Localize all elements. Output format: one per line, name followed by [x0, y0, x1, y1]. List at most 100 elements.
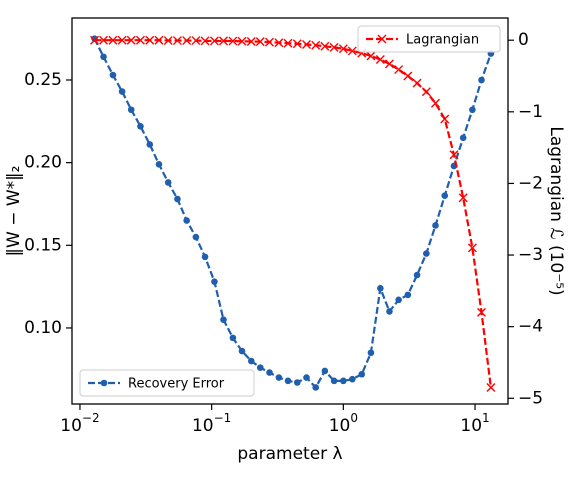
x-tick-exponent: 0	[350, 411, 358, 425]
marker	[265, 37, 274, 47]
x-tick-label: 10−1	[192, 411, 231, 437]
y2-axis-label: Lagrangian ℒ (10⁻⁵)	[546, 126, 566, 295]
marker	[403, 71, 413, 81]
marker	[99, 35, 109, 45]
marker	[275, 374, 283, 381]
marker	[441, 192, 449, 200]
marker	[127, 106, 135, 114]
marker	[154, 35, 164, 45]
marker	[395, 296, 402, 304]
marker	[366, 51, 376, 61]
marker	[423, 250, 430, 257]
marker	[431, 98, 440, 108]
marker	[293, 379, 301, 386]
x-tick-base: 10	[460, 416, 482, 436]
marker	[459, 134, 467, 142]
marker	[329, 42, 339, 52]
marker	[386, 308, 393, 315]
marker	[440, 114, 450, 124]
marker	[117, 35, 127, 45]
y2-tick-label: −5	[518, 388, 543, 408]
marker	[469, 106, 476, 114]
marker	[172, 36, 182, 46]
legend-box	[357, 25, 501, 53]
marker	[146, 141, 154, 148]
x-tick-base: 10	[60, 416, 82, 436]
marker	[311, 40, 321, 50]
marker	[358, 370, 366, 378]
marker	[320, 41, 330, 51]
marker	[486, 383, 496, 393]
marker	[292, 39, 302, 49]
marker	[247, 357, 255, 365]
legend-label: Recovery Error	[128, 377, 225, 392]
marker	[183, 217, 190, 224]
x-tick-base: 10	[329, 416, 351, 436]
marker	[330, 377, 338, 385]
marker	[340, 377, 347, 385]
marker	[347, 46, 357, 56]
x-axis-label: parameter λ	[237, 444, 342, 464]
marker	[137, 122, 144, 130]
x-tick-label: 101	[460, 411, 489, 437]
marker	[321, 367, 329, 375]
series-line	[94, 39, 492, 388]
marker	[108, 35, 118, 45]
marker	[209, 36, 219, 46]
marker	[246, 36, 256, 46]
marker	[135, 35, 145, 45]
marker	[218, 36, 228, 46]
marker	[375, 55, 385, 65]
marker	[377, 284, 384, 292]
marker	[191, 36, 201, 46]
marker	[237, 36, 247, 46]
x-tick-exponent: −2	[82, 411, 100, 425]
marker	[412, 78, 422, 88]
marker	[477, 307, 486, 317]
marker	[432, 222, 439, 229]
x-tick-exponent: 1	[482, 411, 490, 425]
marker	[256, 364, 264, 371]
marker	[192, 233, 200, 241]
legend-marker	[100, 379, 108, 387]
x-tick-label: 10−2	[60, 411, 99, 437]
marker	[201, 253, 209, 261]
legend-label: Lagrangian	[406, 33, 479, 48]
x-tick-exponent: −1	[214, 411, 232, 425]
marker	[200, 36, 210, 46]
marker	[182, 36, 192, 46]
marker	[174, 195, 181, 203]
y2-tick-label: −4	[518, 317, 543, 337]
y-tick-label: 0.20	[24, 153, 62, 173]
marker	[229, 334, 237, 342]
marker	[90, 35, 100, 45]
marker	[338, 44, 348, 54]
marker	[384, 59, 394, 69]
marker	[238, 347, 246, 355]
marker	[478, 76, 485, 84]
y-tick-label: 0.25	[24, 70, 62, 90]
marker	[467, 243, 477, 253]
marker	[155, 160, 163, 168]
marker	[163, 36, 173, 46]
x-tick-label: 100	[329, 411, 358, 437]
marker	[303, 374, 310, 381]
series-line	[93, 38, 492, 390]
marker	[211, 278, 218, 285]
y2-tick-label: −3	[518, 245, 543, 265]
marker	[100, 53, 107, 61]
y-tick-label: 0.15	[24, 235, 62, 255]
marker	[413, 271, 421, 279]
marker	[312, 384, 320, 391]
marker	[284, 377, 292, 385]
marker	[449, 150, 459, 160]
y2-tick-label: −2	[518, 173, 543, 193]
marker	[301, 40, 311, 49]
marker	[394, 65, 404, 75]
marker	[228, 36, 238, 46]
marker	[458, 193, 468, 203]
marker	[126, 35, 136, 45]
marker	[266, 369, 273, 376]
marker	[109, 71, 117, 79]
